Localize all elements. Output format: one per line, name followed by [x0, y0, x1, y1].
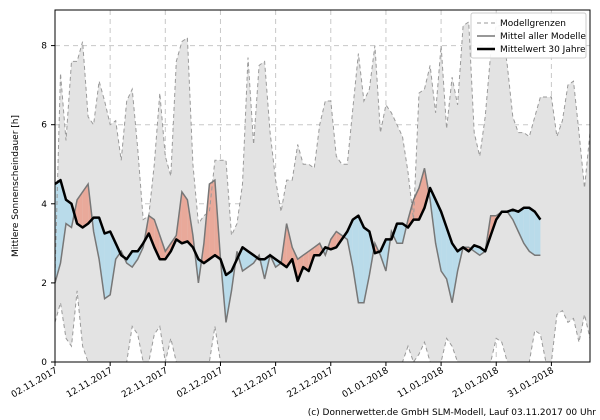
below-normal-fill: [66, 199, 72, 228]
x-tick-label: 12.12.2017: [230, 366, 280, 400]
plot-frame: [54, 9, 591, 363]
x-tick-label: 02.12.2017: [175, 366, 225, 400]
above-normal-fill: [82, 184, 89, 228]
below-normal-fill: [242, 247, 248, 271]
y-axis-label: Mittlere Sonnenscheindauer [h]: [11, 115, 21, 257]
below-normal-fill: [523, 207, 530, 252]
legend-label: Mittel aller Modelle: [500, 32, 586, 42]
below-normal-fill: [104, 231, 111, 299]
y-tick-label: 6: [41, 121, 47, 131]
below-normal-fill: [435, 199, 442, 271]
below-normal-fill: [132, 251, 138, 268]
above-normal-fill: [148, 215, 155, 248]
below-normal-fill: [363, 227, 370, 303]
above-normal-fill: [330, 231, 337, 250]
below-normal-fill: [380, 239, 386, 271]
below-normal-fill: [358, 215, 364, 303]
below-normal-fill: [452, 243, 458, 303]
x-tick-label: 21.01.2018: [451, 366, 501, 401]
below-normal-fill: [226, 271, 232, 323]
above-normal-fill: [77, 191, 83, 228]
x-tick-label: 22.11.2017: [120, 366, 170, 400]
x-tick-label: 01.01.2018: [341, 366, 391, 401]
above-normal-fill: [413, 188, 419, 220]
y-tick-label: 0: [41, 358, 47, 368]
below-normal-fill: [369, 231, 374, 275]
above-normal-fill: [181, 191, 188, 244]
plot-area: [54, 10, 591, 364]
below-normal-fill: [529, 207, 535, 256]
below-normal-fill: [534, 211, 541, 256]
y-tick-label: 2: [41, 279, 47, 289]
below-normal-fill: [60, 180, 66, 264]
x-tick-label: 11.01.2018: [396, 366, 446, 401]
below-normal-fill: [55, 180, 61, 283]
legend-label: Modellgrenzen: [500, 19, 566, 29]
legend-box: [470, 12, 587, 59]
x-tick-label: 12.11.2017: [65, 366, 115, 400]
y-axis-label-group: Mittlere Sonnenscheindauer [h]: [11, 115, 21, 257]
model-range-band: [55, 21, 590, 363]
climate-mean-line: [54, 178, 542, 283]
above-normal-fill: [314, 243, 320, 256]
y-tick-label: 4: [41, 200, 47, 210]
above-normal-fill: [303, 251, 309, 271]
below-normal-fill: [352, 215, 359, 303]
above-normal-fill: [286, 223, 293, 268]
above-normal-fill: [419, 168, 425, 220]
deviation-fills: [55, 168, 541, 323]
below-normal-fill: [99, 217, 105, 299]
x-tick-label: 22.12.2017: [286, 366, 336, 400]
legend: Modellgrenzen Mittel aller Modelle Mittelw…: [470, 12, 587, 59]
below-normal-fill: [512, 209, 519, 232]
below-normal-fill: [110, 231, 116, 295]
footer-credit: (c) Donnerwetter.de GmbH SLM-Modell, Lau…: [308, 408, 597, 418]
model-mean-line: [54, 167, 541, 323]
y-tick-label: 8: [41, 42, 47, 52]
legend-label: Mittelwert 30 Jahre: [500, 45, 586, 55]
x-tick-label: 02.11.2017: [10, 366, 60, 400]
x-tick-label: 31.01.2018: [506, 366, 556, 401]
below-normal-fill: [441, 211, 447, 279]
above-normal-fill: [209, 180, 215, 260]
below-normal-fill: [397, 223, 403, 244]
